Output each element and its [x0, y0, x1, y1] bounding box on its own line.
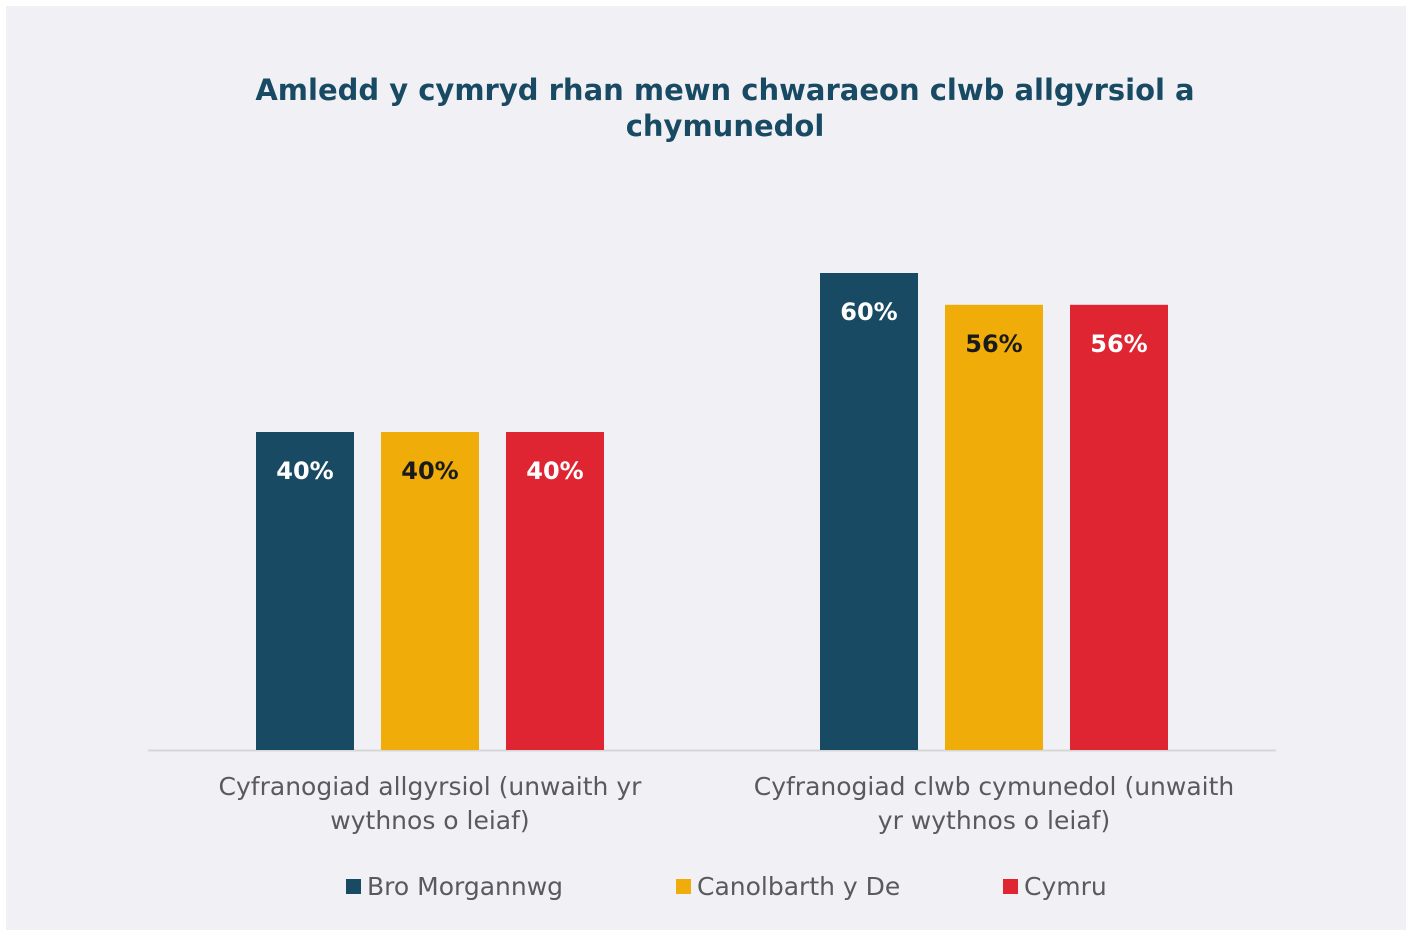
legend-label: Cymru: [1024, 872, 1107, 901]
legend-label: Bro Morgannwg: [367, 872, 564, 901]
legend-item-canolbarth-y-de: Canolbarth y De: [676, 872, 900, 901]
data-label: 40%: [526, 457, 583, 485]
legend: Bro Morgannwg Canolbarth y De Cymru: [0, 872, 1412, 908]
bar: [506, 432, 604, 750]
category-label-line: wythnos o leiaf): [330, 806, 530, 835]
data-label: 56%: [1090, 330, 1147, 358]
legend-item-cymru: Cymru: [1003, 872, 1107, 901]
category-label-line: Cyfranogiad clwb cymunedol (unwaith: [753, 772, 1235, 801]
bar: [820, 273, 918, 750]
legend-swatch: [676, 879, 691, 894]
chart-title: Amledd y cymryd rhan mewn chwaraeon clwb…: [0, 72, 1412, 144]
data-label: 60%: [840, 298, 897, 326]
category-label-line: Cyfranogiad allgyrsiol (unwaith yr: [218, 772, 642, 801]
bar: [256, 432, 354, 750]
data-label: 40%: [276, 457, 333, 485]
chart-title-line-1: Amledd y cymryd rhan mewn chwaraeon clwb…: [255, 73, 1195, 107]
legend-swatch: [346, 879, 361, 894]
category-label-extracurricular: Cyfranogiad allgyrsiol (unwaith yr wythn…: [150, 770, 710, 838]
chart-card: [6, 6, 1406, 930]
legend-item-bro-morgannwg: Bro Morgannwg: [346, 872, 563, 901]
legend-swatch: [1003, 879, 1018, 894]
data-label: 40%: [401, 457, 458, 485]
category-label-community-club: Cyfranogiad clwb cymunedol (unwaith yr w…: [714, 770, 1274, 838]
category-label-line: yr wythnos o leiaf): [877, 806, 1111, 835]
legend-label: Canolbarth y De: [697, 872, 901, 901]
bar: [1070, 304, 1168, 750]
chart-title-line-2: chymunedol: [625, 109, 825, 143]
data-label: 56%: [965, 330, 1022, 358]
bar: [381, 432, 479, 750]
bar: [945, 304, 1043, 750]
